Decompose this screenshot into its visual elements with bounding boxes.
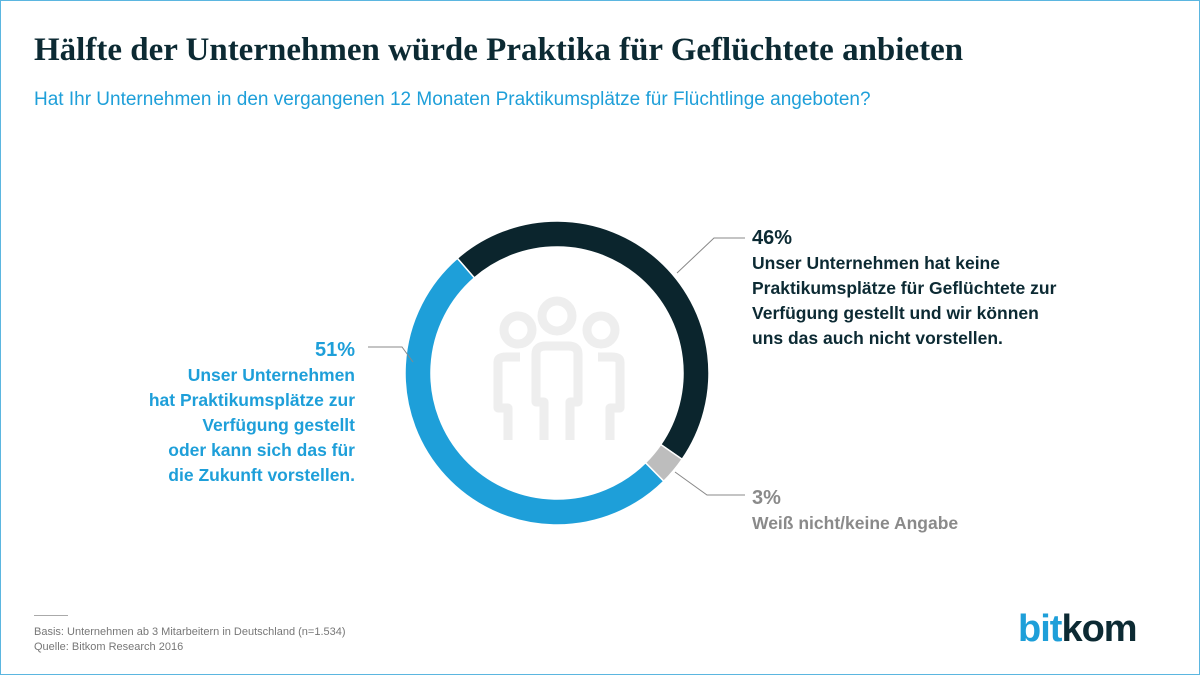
label-51: 51% Unser Unternehmen hat Praktikumsplät… <box>149 338 355 488</box>
donut-slice-51 <box>404 257 665 526</box>
label-46: 46% Unser Unternehmen hat keine Praktiku… <box>752 226 1056 351</box>
label-46-pct: 46% <box>752 227 793 249</box>
leader-line-3 <box>674 471 745 496</box>
label-3: 3% Weiß nicht/keine Angabe <box>752 486 958 536</box>
footer-source: Quelle: Bitkom Research 2016 <box>34 641 184 653</box>
label-46-line: uns das auch nicht vorstellen. <box>752 328 1003 348</box>
label-46-line: Verfügung gestellt und wir können <box>752 303 1039 323</box>
chart-subtitle: Hat Ihr Unternehmen in den vergangenen 1… <box>34 89 871 110</box>
bitkom-logo: bitkom <box>1018 608 1138 651</box>
leader-line-46 <box>676 237 745 274</box>
donut-slice-46 <box>456 220 710 461</box>
footer: Basis: Unternehmen ab 3 Mitarbeitern in … <box>34 625 346 655</box>
label-3-pct: 3% <box>752 487 781 509</box>
logo-part2: kom <box>1061 608 1137 650</box>
logo-part1: bit <box>1018 608 1062 650</box>
footer-basis: Basis: Unternehmen ab 3 Mitarbeitern in … <box>34 626 346 638</box>
people-group-icon <box>493 296 625 440</box>
label-51-line: Verfügung gestellt <box>202 415 355 435</box>
leader-line-51 <box>368 346 414 363</box>
label-46-line: Praktikumsplätze für Geflüchtete zur <box>752 278 1057 298</box>
label-51-line: Unser Unternehmen <box>187 365 355 385</box>
label-3-line: Weiß nicht/keine Angabe <box>752 513 959 533</box>
chart-title: Hälfte der Unternehmen würde Praktika fü… <box>34 32 964 68</box>
label-51-line: die Zukunft vorstellen. <box>168 465 355 485</box>
label-51-line: oder kann sich das für <box>168 440 355 460</box>
label-51-line: hat Praktikumsplätze zur <box>148 390 355 410</box>
footer-divider <box>34 615 68 616</box>
label-46-line: Unser Unternehmen hat keine <box>752 253 1000 273</box>
label-51-pct: 51% <box>314 339 355 361</box>
